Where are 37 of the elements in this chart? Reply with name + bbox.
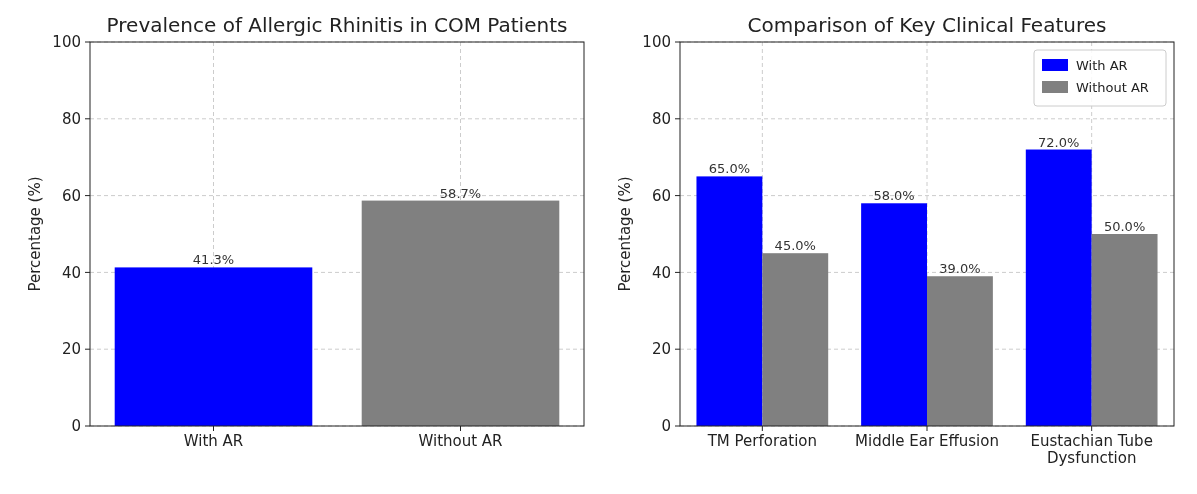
- chart-title: Comparison of Key Clinical Features: [747, 13, 1107, 37]
- y-tick-label: 40: [651, 263, 671, 282]
- y-tick-label: 20: [651, 340, 671, 359]
- data-label: 58.7%: [439, 185, 482, 201]
- bar: [1025, 149, 1092, 426]
- y-tick-label: 20: [61, 340, 81, 359]
- legend-label: With AR: [1076, 58, 1128, 73]
- x-tick-label: Eustachian Tube Dysfunction: [1030, 432, 1153, 467]
- bar: [762, 253, 829, 426]
- bar: [861, 203, 927, 426]
- y-axis-title: Percentage (%): [26, 176, 44, 292]
- data-label: 72.0%: [1038, 134, 1080, 150]
- x-tick-label: TM Perforation: [706, 432, 818, 450]
- data-label: 58.0%: [873, 188, 915, 204]
- y-tick-label: 100: [642, 33, 671, 52]
- y-tick-label: 0: [661, 417, 671, 436]
- y-tick-label: 0: [71, 417, 81, 436]
- chart-title: Prevalence of Allergic Rhinitis in COM Patients: [106, 13, 568, 37]
- x-tick-label: Middle Ear Effusion: [855, 432, 999, 450]
- y-tick-label: 40: [61, 263, 81, 282]
- x-tick-label: Without AR: [418, 432, 503, 450]
- data-label: 50.0%: [1103, 219, 1146, 234]
- y-axis-title: Percentage (%): [616, 176, 634, 292]
- data-label: 39.0%: [939, 261, 981, 277]
- data-label: 45.0%: [774, 238, 816, 254]
- y-tick-label: 60: [651, 186, 671, 205]
- bar: [1091, 234, 1158, 426]
- y-tick-label: 80: [61, 110, 81, 129]
- data-label: 41.3%: [192, 252, 235, 268]
- x-tick-label: With AR: [183, 432, 244, 450]
- legend-label: Without AR: [1076, 80, 1149, 95]
- data-label: 65.0%: [708, 161, 751, 177]
- y-tick-label: 80: [651, 110, 671, 129]
- bar: [927, 276, 993, 426]
- bar: [696, 176, 763, 426]
- y-tick-label: 100: [52, 33, 81, 52]
- y-tick-label: 60: [61, 186, 81, 205]
